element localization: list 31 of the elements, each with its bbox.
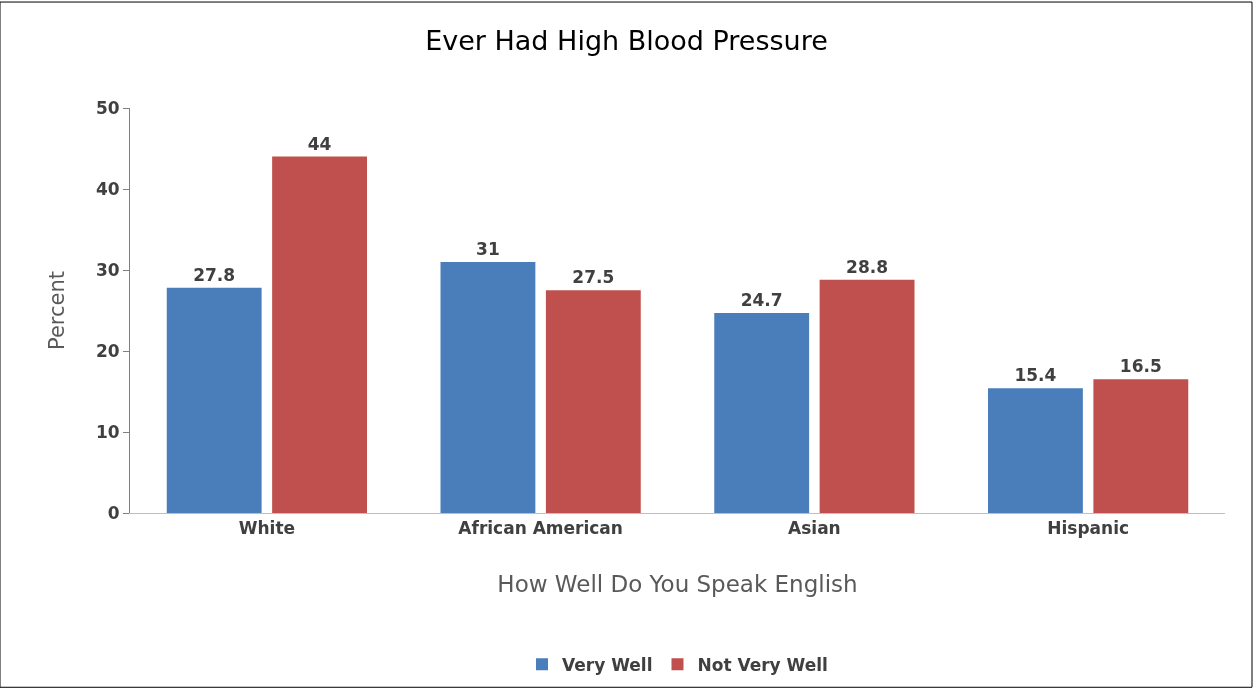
y-tick-label: 10 — [95, 421, 120, 442]
x-tick-label: White — [238, 518, 296, 539]
data-label: 27.5 — [572, 267, 615, 288]
bar — [1093, 379, 1189, 513]
data-label: 24.7 — [740, 289, 783, 310]
bar — [545, 290, 641, 513]
x-tick-label: Hispanic — [1047, 518, 1130, 539]
legend-label: Not Very Well — [697, 654, 828, 675]
bar — [440, 261, 536, 513]
data-label: 15.4 — [1014, 365, 1057, 386]
y-tick-label: 50 — [95, 97, 120, 118]
bar — [166, 287, 262, 513]
chart-title: Ever Had High Blood Pressure — [425, 25, 828, 57]
y-axis-title: Percent — [45, 270, 70, 351]
bar — [819, 279, 915, 513]
data-label: 27.8 — [193, 264, 236, 285]
x-tick-label: African American — [458, 518, 623, 539]
y-tick-label: 20 — [95, 340, 120, 361]
bar — [714, 312, 810, 513]
data-label: 28.8 — [846, 256, 889, 277]
x-tick-label: Asian — [788, 518, 841, 539]
legend-label: Very Well — [562, 654, 653, 675]
bar — [272, 156, 367, 513]
bar — [988, 388, 1083, 513]
data-label: 31 — [476, 238, 500, 259]
data-label: 44 — [307, 133, 332, 154]
y-tick-label: 30 — [95, 259, 120, 280]
y-tick-label: 0 — [107, 502, 120, 523]
data-label: 16.5 — [1119, 356, 1162, 377]
y-tick-label: 40 — [95, 178, 120, 199]
x-axis-title: How Well Do You Speak English — [497, 571, 858, 597]
